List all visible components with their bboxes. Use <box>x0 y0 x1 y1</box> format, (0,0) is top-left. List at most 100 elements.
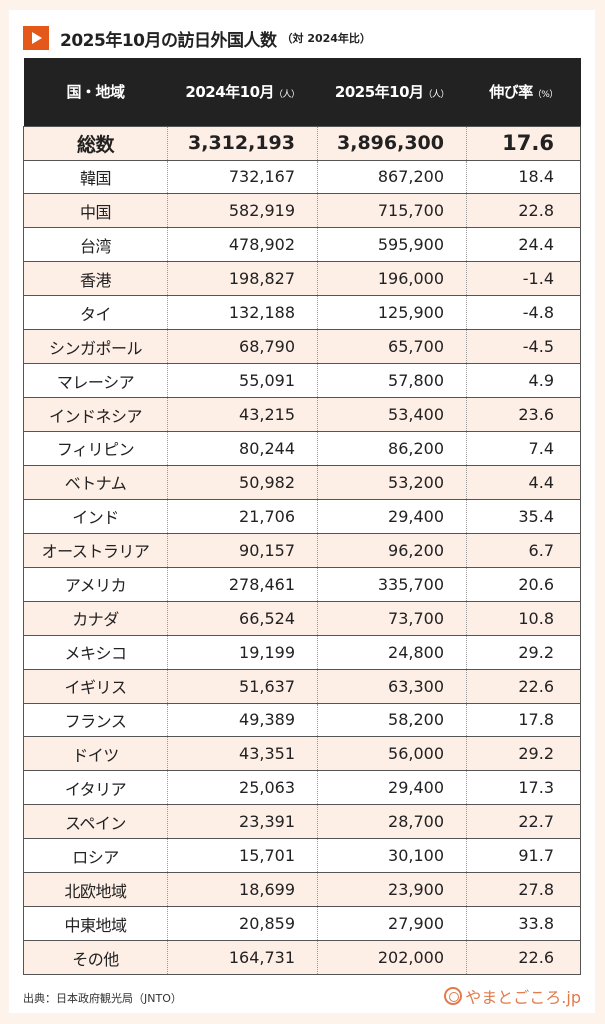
table-cell: 22.7 <box>466 804 581 840</box>
header-unit: （人） <box>423 90 450 101</box>
table-row: フランス 49,389 58,200 17.8 <box>23 702 581 738</box>
table-cell: イタリア <box>23 770 168 806</box>
table-cell: 198,827 <box>167 261 318 297</box>
table-cell: 22.6 <box>466 668 581 704</box>
table-row: イギリス 51,637 63,300 22.6 <box>23 668 581 704</box>
table-cell: 50,982 <box>167 464 318 500</box>
table-cell: 867,200 <box>317 159 467 195</box>
table-cell: 24,800 <box>317 634 467 670</box>
table-cell: 4.9 <box>466 363 581 399</box>
table-cell: 17.8 <box>466 702 581 738</box>
table-cell: 57,800 <box>317 363 467 399</box>
table-cell: 55,091 <box>167 363 318 399</box>
table-cell: 732,167 <box>167 159 318 195</box>
table-cell: 3,896,300 <box>317 125 467 161</box>
column-header: 伸び率（%） <box>466 58 581 126</box>
table-cell: 6.7 <box>466 532 581 568</box>
table-cell: 53,200 <box>317 464 467 500</box>
table-cell: 80,244 <box>167 431 318 466</box>
header-label: 2025年10月 <box>334 83 424 102</box>
table-cell: マレーシア <box>23 363 168 399</box>
table-row: その他 164,731 202,000 22.6 <box>23 940 581 975</box>
table-cell: 65,700 <box>317 329 467 365</box>
table-cell: 20.6 <box>466 566 581 602</box>
table-cell: 27,900 <box>317 906 467 942</box>
table-row: 北欧地域 18,699 23,900 27.8 <box>23 872 581 908</box>
table-cell: インドネシア <box>23 397 168 432</box>
table-cell: スペイン <box>23 804 168 840</box>
table-cell: フィリピン <box>23 431 168 466</box>
table-cell: 56,000 <box>317 736 467 772</box>
header-label: 伸び率 <box>489 83 533 102</box>
table-cell: 196,000 <box>317 261 467 297</box>
table-cell: 202,000 <box>317 940 467 975</box>
table-cell: 25,063 <box>167 770 318 806</box>
table-cell: 北欧地域 <box>23 872 168 908</box>
table-row: 香港 198,827 196,000 -1.4 <box>23 261 581 297</box>
table-cell: 総数 <box>23 125 168 161</box>
table-row: イタリア 25,063 29,400 17.3 <box>23 770 581 806</box>
table-row: 台湾 478,902 595,900 24.4 <box>23 227 581 263</box>
table-cell: 22.8 <box>466 193 581 229</box>
table-cell: 29,400 <box>317 770 467 806</box>
table-row: インドネシア 43,215 53,400 23.6 <box>23 397 581 432</box>
table-cell: 18.4 <box>466 159 581 195</box>
table-cell: 164,731 <box>167 940 318 975</box>
table-cell: 582,919 <box>167 193 318 229</box>
table-row: アメリカ 278,461 335,700 20.6 <box>23 566 581 602</box>
table-cell: 86,200 <box>317 431 467 466</box>
table-cell: 35.4 <box>466 498 581 534</box>
header-unit: （人） <box>274 90 300 101</box>
play-icon <box>23 26 49 50</box>
table-row: メキシコ 19,199 24,800 29.2 <box>23 634 581 670</box>
table-cell: 23.6 <box>466 397 581 432</box>
table-cell: 10.8 <box>466 600 581 636</box>
table-cell: -4.5 <box>466 329 581 365</box>
table-cell: 29.2 <box>466 634 581 670</box>
table-cell: 43,351 <box>167 736 318 772</box>
table-cell: -1.4 <box>466 261 581 297</box>
table-row: ベトナム 50,982 53,200 4.4 <box>23 464 581 500</box>
source-note: 出典：日本政府観光局（JNTO） <box>23 992 182 1005</box>
table-cell: 27.8 <box>466 872 581 908</box>
table-cell: アメリカ <box>23 566 168 602</box>
table-cell: 15,701 <box>167 838 318 874</box>
table-cell: 17.6 <box>466 125 581 161</box>
table-cell: 715,700 <box>317 193 467 229</box>
table-cell: メキシコ <box>23 634 168 670</box>
table-row: 韓国 732,167 867,200 18.4 <box>23 159 581 195</box>
table-cell: 4.4 <box>466 464 581 500</box>
table-cell: ドイツ <box>23 736 168 772</box>
table-cell: 68,790 <box>167 329 318 365</box>
table-cell: 91.7 <box>466 838 581 874</box>
table-cell: 33.8 <box>466 906 581 942</box>
table-cell: 43,215 <box>167 397 318 432</box>
table-cell: 132,188 <box>167 295 318 331</box>
logo: やまとごころ.jp <box>444 984 581 1008</box>
table-cell: 23,900 <box>317 872 467 908</box>
table-row: ロシア 15,701 30,100 91.7 <box>23 838 581 874</box>
table-row: オーストラリア 90,157 96,200 6.7 <box>23 532 581 568</box>
total-row: 総数 3,312,193 3,896,300 17.6 <box>23 125 581 161</box>
table-cell: 63,300 <box>317 668 467 704</box>
header-label: 国・地域 <box>66 83 125 102</box>
table-cell: 20,859 <box>167 906 318 942</box>
table-cell: 韓国 <box>23 159 168 195</box>
table-cell: 17.3 <box>466 770 581 806</box>
table-cell: インド <box>23 498 168 534</box>
table-cell: 51,637 <box>167 668 318 704</box>
table-row: スペイン 23,391 28,700 22.7 <box>23 804 581 840</box>
table-cell: カナダ <box>23 600 168 636</box>
table-row: タイ 132,188 125,900 -4.8 <box>23 295 581 331</box>
table-cell: 28,700 <box>317 804 467 840</box>
table-cell: 66,524 <box>167 600 318 636</box>
table-row: インド 21,706 29,400 35.4 <box>23 498 581 534</box>
table-cell: 49,389 <box>167 702 318 738</box>
table-cell: 香港 <box>23 261 168 297</box>
visitors-table: 国・地域 2024年10月（人） 2025年10月（人） 伸び率（%） 総数 3,312… <box>23 58 581 975</box>
table-cell: 595,900 <box>317 227 467 263</box>
table-cell: その他 <box>23 940 168 975</box>
table-cell: 中東地域 <box>23 906 168 942</box>
table-cell: 96,200 <box>317 532 467 568</box>
table-cell: 53,400 <box>317 397 467 432</box>
